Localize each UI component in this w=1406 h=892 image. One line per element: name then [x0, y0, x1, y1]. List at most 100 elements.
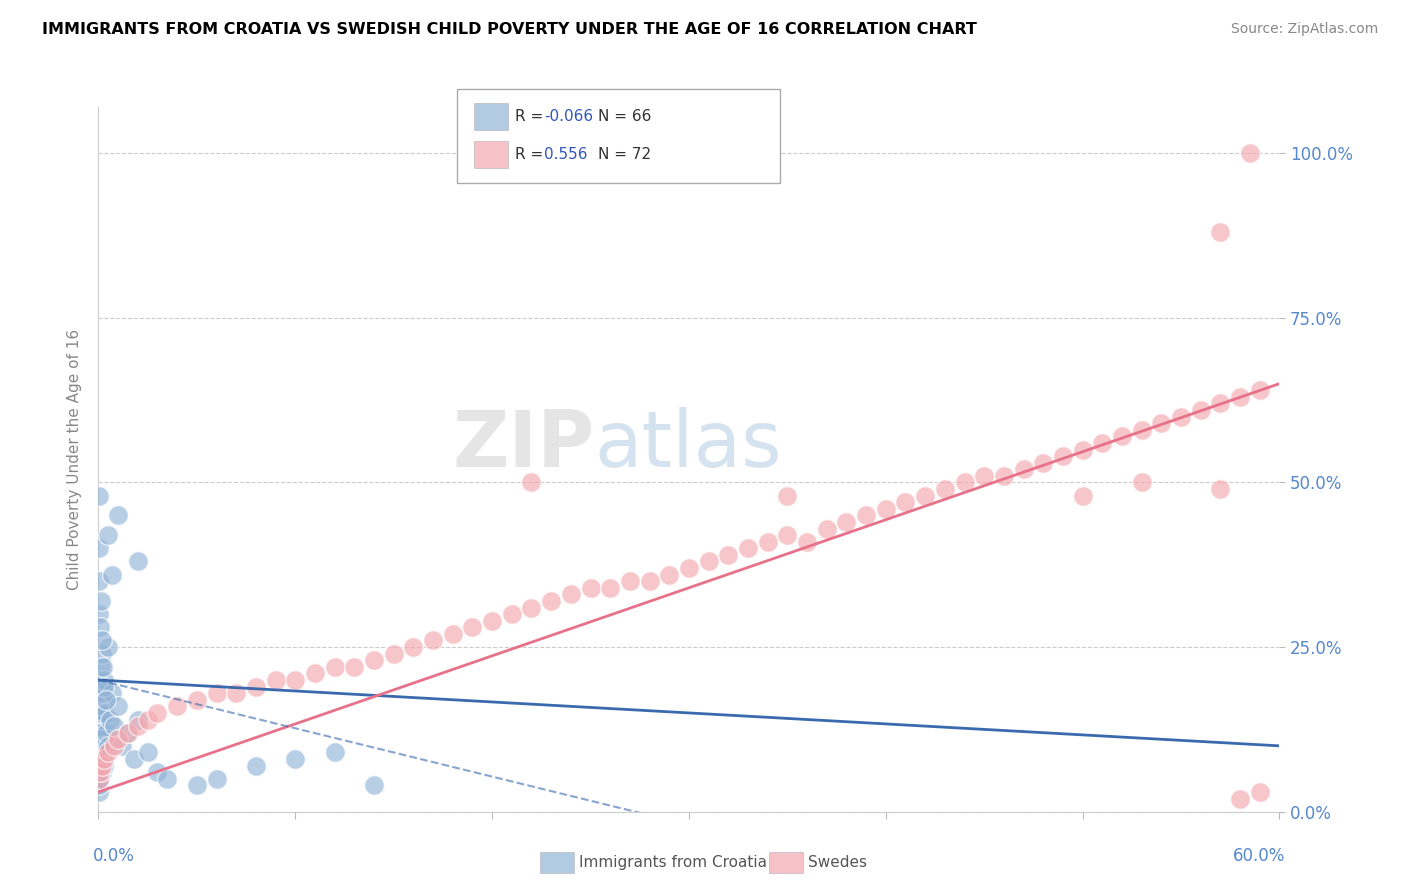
Point [875, 501, 897, 516]
Point [481, 614, 503, 628]
Point [91, 633, 114, 648]
Point [1239, 146, 1261, 161]
Point [323, 746, 346, 760]
Point [678, 561, 700, 575]
Text: Source: ZipAtlas.com: Source: ZipAtlas.com [1230, 22, 1378, 37]
Point [117, 725, 139, 739]
Point [97, 528, 120, 542]
Point [136, 713, 159, 727]
Point [1111, 429, 1133, 443]
Point [89, 686, 111, 700]
Point [540, 594, 562, 608]
Point [520, 475, 543, 490]
Point [1189, 403, 1212, 417]
Point [89, 719, 111, 733]
Text: ZIP: ZIP [453, 408, 595, 483]
Text: 0.0%: 0.0% [93, 847, 135, 865]
Point [776, 528, 799, 542]
Point [205, 772, 228, 786]
Point [973, 468, 995, 483]
Point [127, 554, 149, 568]
Point [402, 640, 425, 654]
Point [156, 772, 179, 786]
Point [89, 607, 111, 622]
Point [304, 666, 326, 681]
Point [776, 489, 799, 503]
Point [89, 772, 111, 786]
Point [122, 752, 145, 766]
Point [107, 508, 129, 523]
Point [89, 758, 111, 772]
Point [89, 746, 111, 760]
Point [1249, 785, 1271, 799]
Point [98, 713, 121, 727]
Point [89, 541, 111, 556]
Point [560, 587, 582, 601]
Point [90, 706, 112, 720]
Point [89, 725, 111, 739]
Point [89, 713, 111, 727]
Point [914, 489, 936, 503]
Point [101, 567, 124, 582]
Point [1229, 390, 1251, 404]
Point [1229, 791, 1251, 805]
Point [93, 680, 115, 694]
Point [89, 574, 111, 589]
Point [264, 673, 287, 687]
Point [815, 522, 838, 536]
Point [107, 699, 129, 714]
Text: 60.0%: 60.0% [1233, 847, 1285, 865]
Point [89, 772, 111, 786]
Point [91, 647, 114, 661]
Point [1012, 462, 1035, 476]
Point [89, 778, 111, 792]
Point [619, 574, 641, 589]
Point [103, 719, 125, 733]
Point [363, 778, 385, 792]
Point [89, 765, 111, 780]
Text: R =: R = [515, 110, 548, 124]
Point [796, 534, 818, 549]
Text: Swedes: Swedes [808, 855, 868, 870]
Point [245, 758, 267, 772]
Point [89, 746, 111, 760]
Point [136, 746, 159, 760]
Point [89, 673, 111, 687]
Point [103, 739, 125, 753]
Point [91, 765, 114, 780]
Point [599, 581, 621, 595]
Point [579, 581, 602, 595]
Point [205, 686, 228, 700]
Point [93, 686, 115, 700]
Text: Immigrants from Croatia: Immigrants from Croatia [579, 855, 768, 870]
Point [934, 482, 956, 496]
Point [93, 752, 115, 766]
Point [91, 758, 114, 772]
Point [117, 725, 139, 739]
Point [894, 495, 917, 509]
Point [96, 725, 118, 739]
Point [97, 739, 120, 753]
Point [90, 594, 112, 608]
Point [422, 633, 444, 648]
Point [101, 686, 124, 700]
Point [382, 647, 405, 661]
Point [323, 660, 346, 674]
Point [90, 752, 112, 766]
Point [461, 620, 484, 634]
Point [1052, 449, 1074, 463]
Point [658, 567, 681, 582]
Point [127, 713, 149, 727]
Text: IMMIGRANTS FROM CROATIA VS SWEDISH CHILD POVERTY UNDER THE AGE OF 16 CORRELATION: IMMIGRANTS FROM CROATIA VS SWEDISH CHILD… [42, 22, 977, 37]
Text: N = 66: N = 66 [598, 110, 651, 124]
Point [363, 653, 385, 667]
Point [855, 508, 877, 523]
Point [89, 752, 111, 766]
Text: N = 72: N = 72 [598, 147, 651, 161]
Point [127, 719, 149, 733]
Point [284, 673, 307, 687]
Point [111, 739, 134, 753]
Point [1130, 475, 1153, 490]
Point [93, 673, 115, 687]
Point [953, 475, 976, 490]
